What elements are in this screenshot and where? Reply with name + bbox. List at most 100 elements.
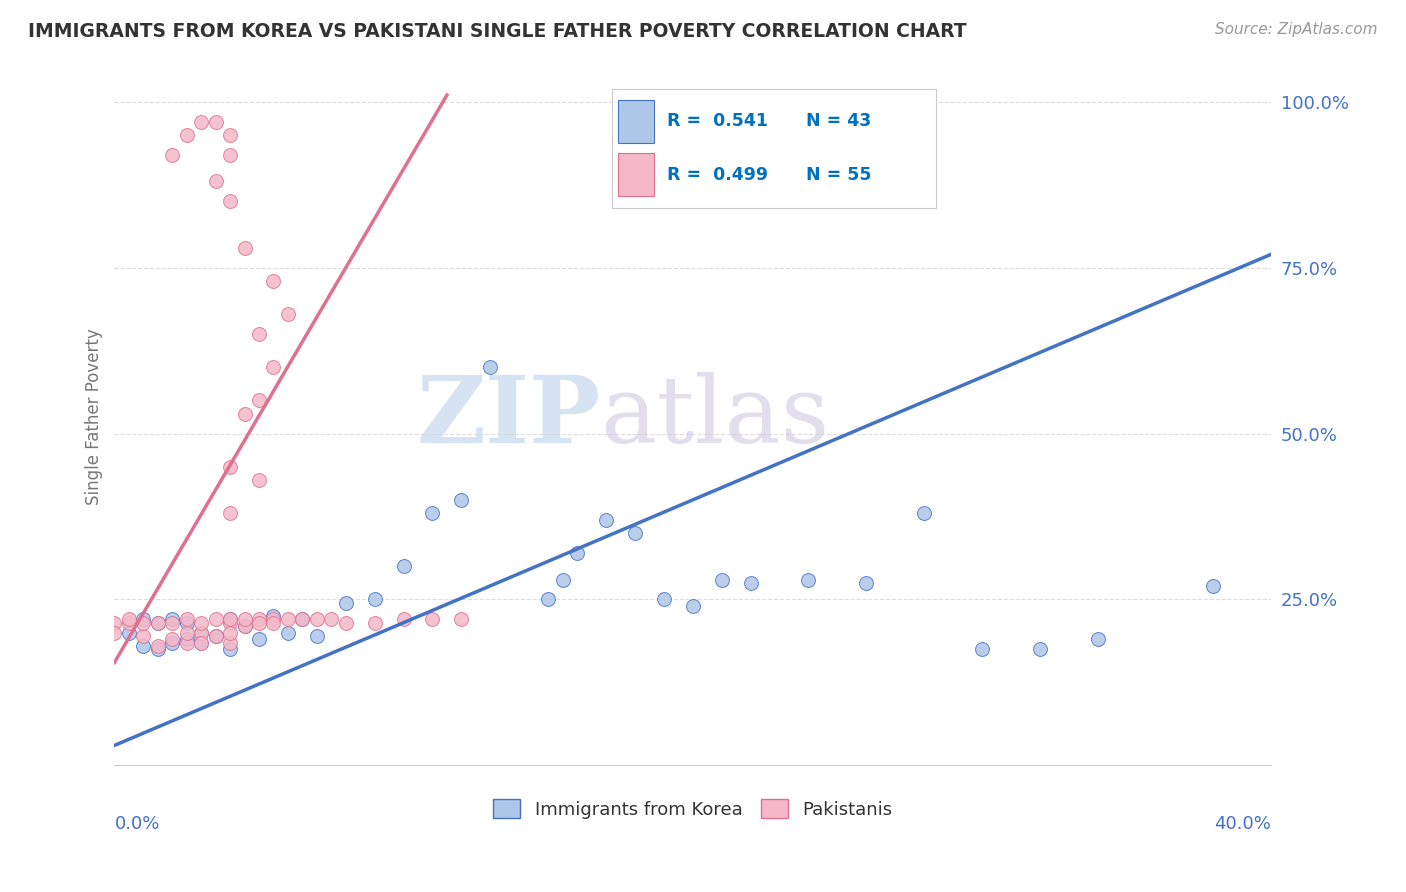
Point [1029, 642, 1052, 657]
Point [132, 629, 155, 643]
Point [162, 148, 184, 162]
Point [204, 629, 226, 643]
Point [710, 573, 733, 587]
Point [624, 526, 647, 541]
Point [277, 612, 299, 626]
Point [176, 612, 198, 626]
Point [233, 612, 256, 626]
Point [132, 639, 155, 653]
Point [247, 473, 270, 487]
Point [912, 506, 935, 520]
Point [176, 625, 198, 640]
Point [219, 148, 242, 162]
Point [233, 241, 256, 255]
Point [247, 326, 270, 341]
Point [392, 559, 415, 574]
Point [132, 612, 155, 626]
Point [204, 629, 226, 643]
Point [565, 546, 588, 560]
Point [118, 615, 141, 630]
Point [176, 632, 198, 647]
Point [146, 639, 169, 653]
Point [321, 612, 343, 626]
Point [190, 114, 212, 128]
Point [176, 128, 198, 142]
Point [233, 619, 256, 633]
Point [176, 635, 198, 649]
Point [291, 612, 314, 626]
Point [162, 635, 184, 649]
Point [146, 615, 169, 630]
Point [262, 615, 284, 630]
Point [262, 609, 284, 624]
Point [118, 612, 141, 626]
Point [146, 642, 169, 657]
Point [176, 615, 198, 630]
Point [595, 513, 617, 527]
Point [392, 612, 415, 626]
Legend: Immigrants from Korea, Pakistanis: Immigrants from Korea, Pakistanis [486, 792, 900, 826]
Point [305, 629, 328, 643]
Y-axis label: Single Father Poverty: Single Father Poverty [86, 328, 103, 505]
Text: 0.0%: 0.0% [114, 815, 160, 833]
Point [204, 174, 226, 188]
Point [479, 360, 502, 375]
Point [652, 592, 675, 607]
Point [233, 407, 256, 421]
Point [335, 615, 357, 630]
Point [190, 635, 212, 649]
Point [146, 615, 169, 630]
Point [219, 612, 242, 626]
Point [262, 360, 284, 375]
Text: IMMIGRANTS FROM KOREA VS PAKISTANI SINGLE FATHER POVERTY CORRELATION CHART: IMMIGRANTS FROM KOREA VS PAKISTANI SINGL… [28, 22, 967, 41]
Point [740, 575, 762, 590]
Point [305, 612, 328, 626]
Point [335, 596, 357, 610]
Point [1202, 579, 1225, 593]
Point [219, 194, 242, 209]
Point [219, 506, 242, 520]
Point [277, 625, 299, 640]
Point [247, 393, 270, 408]
Point [450, 612, 472, 626]
Point [219, 128, 242, 142]
Point [219, 459, 242, 474]
Point [363, 615, 385, 630]
Point [262, 612, 284, 626]
Text: Source: ZipAtlas.com: Source: ZipAtlas.com [1215, 22, 1378, 37]
Point [422, 612, 444, 626]
Point [162, 615, 184, 630]
Text: ZIP: ZIP [416, 372, 600, 462]
Point [190, 635, 212, 649]
Point [1087, 632, 1109, 647]
Point [132, 615, 155, 630]
Point [970, 642, 993, 657]
Point [797, 573, 820, 587]
Point [219, 615, 242, 630]
Point [262, 274, 284, 288]
Point [190, 625, 212, 640]
Point [551, 573, 574, 587]
Point [103, 615, 125, 630]
Point [190, 625, 212, 640]
Point [118, 625, 141, 640]
Point [162, 612, 184, 626]
Point [682, 599, 704, 613]
Point [219, 612, 242, 626]
Point [422, 506, 444, 520]
Point [162, 632, 184, 647]
Point [190, 615, 212, 630]
Point [855, 575, 877, 590]
Point [233, 619, 256, 633]
Point [204, 612, 226, 626]
Point [219, 642, 242, 657]
Point [247, 615, 270, 630]
Point [103, 625, 125, 640]
Point [363, 592, 385, 607]
Point [537, 592, 560, 607]
Point [291, 612, 314, 626]
Point [247, 612, 270, 626]
Point [277, 307, 299, 321]
Text: 40.0%: 40.0% [1215, 815, 1271, 833]
Point [204, 114, 226, 128]
